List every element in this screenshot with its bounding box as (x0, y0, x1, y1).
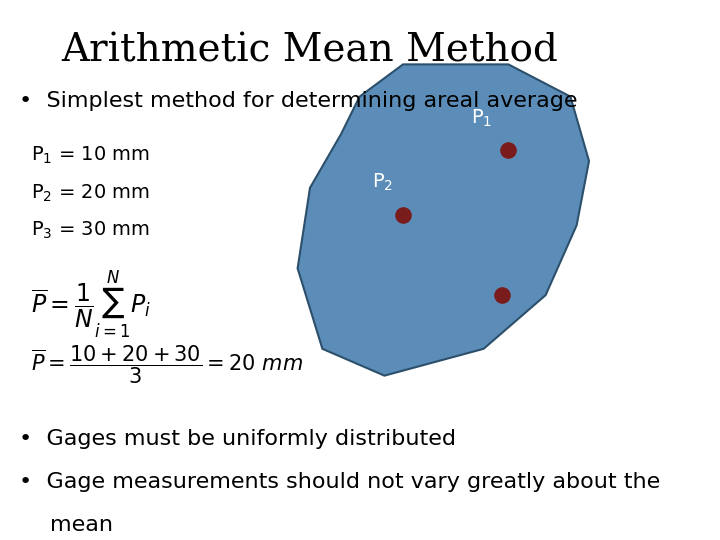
Polygon shape (297, 64, 589, 376)
Point (497, 291, 508, 300)
Text: P$_3$: P$_3$ (508, 327, 530, 349)
Point (397, 211, 409, 219)
Text: P$_2$ = 20 mm: P$_2$ = 20 mm (31, 183, 150, 204)
Text: Arithmetic Mean Method: Arithmetic Mean Method (62, 32, 559, 69)
Text: P$_1$ = 10 mm: P$_1$ = 10 mm (31, 145, 150, 166)
Text: P$_2$: P$_2$ (372, 172, 393, 193)
Text: •  Gage measurements should not vary greatly about the: • Gage measurements should not vary grea… (19, 472, 660, 492)
Text: $\overline{P} = \dfrac{1}{N}\sum_{i=1}^{N} P_i$: $\overline{P} = \dfrac{1}{N}\sum_{i=1}^{… (31, 268, 151, 340)
Text: P$_1$: P$_1$ (471, 107, 492, 129)
Text: mean: mean (50, 515, 112, 535)
Text: P$_3$ = 30 mm: P$_3$ = 30 mm (31, 220, 150, 241)
Text: •  Gages must be uniformly distributed: • Gages must be uniformly distributed (19, 429, 456, 449)
Text: •  Simplest method for determining areal average: • Simplest method for determining areal … (19, 91, 577, 111)
Text: $\overline{P} = \dfrac{10+20+30}{3} = 20 \ mm$: $\overline{P} = \dfrac{10+20+30}{3} = 20… (31, 343, 303, 386)
Point (503, 146, 514, 154)
